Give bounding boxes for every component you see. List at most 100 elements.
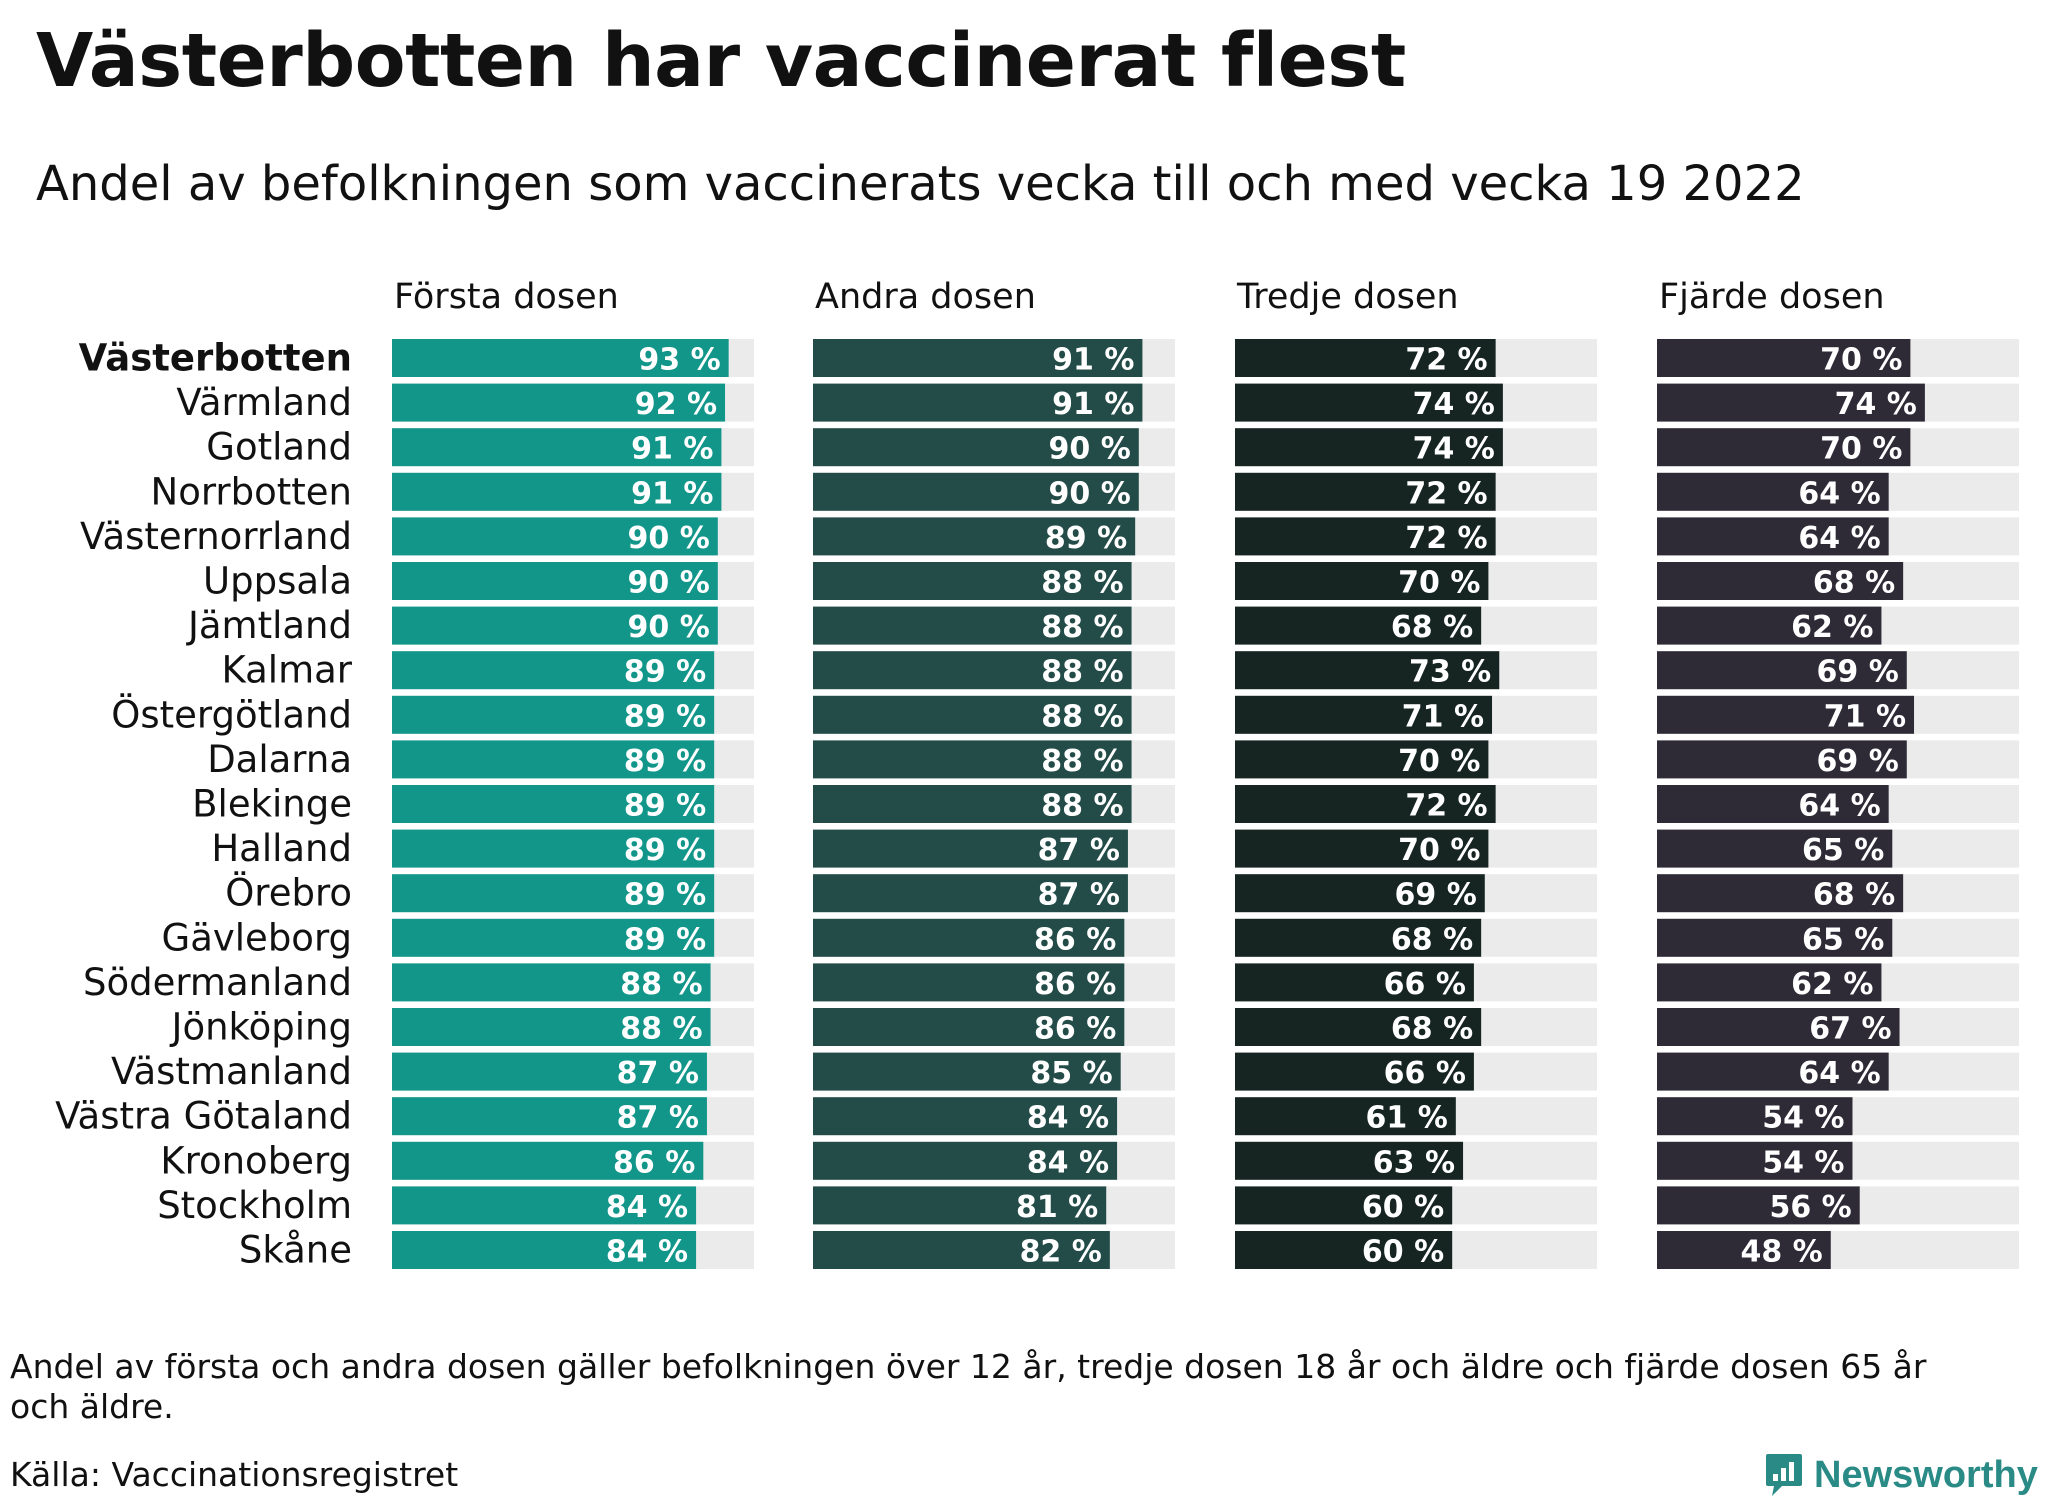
bar <box>1657 1231 1831 1269</box>
data-label: 64 % <box>1798 476 1880 511</box>
category-label: Uppsala <box>203 560 352 603</box>
brand-logo[interactable]: Newsworthy <box>1764 1452 2038 1498</box>
bar <box>1657 963 1882 1002</box>
category-label: Jämtland <box>186 604 352 647</box>
bar <box>813 428 1139 467</box>
bar <box>392 383 726 422</box>
data-label: 63 % <box>1373 1145 1455 1180</box>
bar <box>813 1186 1107 1225</box>
category-label: Jönköping <box>170 1006 352 1049</box>
bar <box>1657 339 1911 377</box>
bar <box>1235 1186 1453 1225</box>
data-label: 70 % <box>1820 432 1902 467</box>
bar <box>1657 918 1893 957</box>
bar <box>1657 562 1904 600</box>
data-label: 91 % <box>631 432 713 467</box>
data-label: 88 % <box>1041 610 1123 645</box>
bar <box>392 472 722 511</box>
bar <box>813 472 1139 511</box>
data-label: 72 % <box>1405 343 1487 378</box>
panel-header: Första dosen <box>394 277 619 317</box>
bar <box>1235 785 1496 823</box>
category-label: Kalmar <box>222 649 353 692</box>
data-label: 89 % <box>624 699 706 734</box>
bar <box>1235 1141 1464 1180</box>
bar <box>1657 651 1907 690</box>
bar <box>1657 874 1904 913</box>
category-label: Västernorrland <box>80 515 352 558</box>
bar <box>1657 1052 1889 1091</box>
bar <box>813 740 1132 779</box>
data-label: 70 % <box>1398 744 1480 779</box>
data-label: 66 % <box>1384 1056 1466 1091</box>
category-label: Skåne <box>239 1229 352 1272</box>
data-label: 89 % <box>624 833 706 868</box>
data-label: 88 % <box>620 1012 702 1047</box>
data-label: 88 % <box>1041 655 1123 690</box>
data-label: 74 % <box>1413 387 1495 422</box>
bar <box>1235 562 1489 600</box>
bar <box>813 339 1143 377</box>
category-label: Blekinge <box>192 783 352 826</box>
data-label: 89 % <box>624 878 706 913</box>
data-label: 68 % <box>1391 610 1473 645</box>
category-label: Gävleborg <box>162 916 352 959</box>
bar <box>1235 1008 1482 1046</box>
bar <box>813 829 1128 868</box>
bar <box>392 829 715 868</box>
bar <box>813 1008 1125 1046</box>
data-label: 84 % <box>1027 1101 1109 1136</box>
data-label: 89 % <box>1045 521 1127 556</box>
chart-subtitle: Andel av befolkningen som vaccinerats ve… <box>36 156 1805 212</box>
chart-title: Västerbotten har vaccinerat flest <box>36 18 1406 104</box>
bar <box>392 606 718 645</box>
bar <box>1235 428 1503 467</box>
bar <box>813 383 1143 422</box>
bar <box>1657 740 1907 779</box>
data-label: 86 % <box>1034 967 1116 1002</box>
bar <box>813 651 1132 690</box>
bar <box>813 695 1132 734</box>
bar <box>392 339 729 377</box>
data-label: 87 % <box>617 1056 699 1091</box>
data-label: 89 % <box>624 744 706 779</box>
data-label: 91 % <box>1052 387 1134 422</box>
data-label: 81 % <box>1016 1190 1098 1225</box>
data-label: 92 % <box>635 387 717 422</box>
data-label: 84 % <box>606 1190 688 1225</box>
bar <box>1657 785 1889 823</box>
data-label: 90 % <box>1049 432 1131 467</box>
bar <box>392 963 711 1002</box>
bar <box>813 562 1132 600</box>
bar <box>1657 428 1911 467</box>
category-label: Västra Götaland <box>55 1095 352 1138</box>
data-label: 90 % <box>1049 476 1131 511</box>
bar <box>1657 695 1915 734</box>
category-label: Norrbotten <box>151 470 352 513</box>
data-label: 89 % <box>624 655 706 690</box>
bar <box>392 918 715 957</box>
data-label: 67 % <box>1809 1012 1891 1047</box>
data-label: 60 % <box>1362 1190 1444 1225</box>
bar <box>1657 517 1889 556</box>
data-label: 90 % <box>628 610 710 645</box>
bar <box>392 651 715 690</box>
data-label: 71 % <box>1824 699 1906 734</box>
data-label: 65 % <box>1802 922 1884 957</box>
bar <box>813 918 1125 957</box>
category-label: Västmanland <box>111 1050 352 1093</box>
data-label: 74 % <box>1835 387 1917 422</box>
bar <box>1657 1008 1900 1046</box>
data-label: 64 % <box>1798 1056 1880 1091</box>
data-label: 70 % <box>1398 833 1480 868</box>
category-label: Västerbotten <box>79 337 352 380</box>
data-label: 69 % <box>1817 744 1899 779</box>
bar <box>392 1097 707 1136</box>
bar <box>1235 963 1474 1002</box>
data-label: 93 % <box>638 343 720 378</box>
bar <box>1235 651 1500 690</box>
data-label: 61 % <box>1366 1101 1448 1136</box>
bar <box>1235 383 1503 422</box>
bar <box>1235 472 1496 511</box>
bar <box>813 785 1132 823</box>
